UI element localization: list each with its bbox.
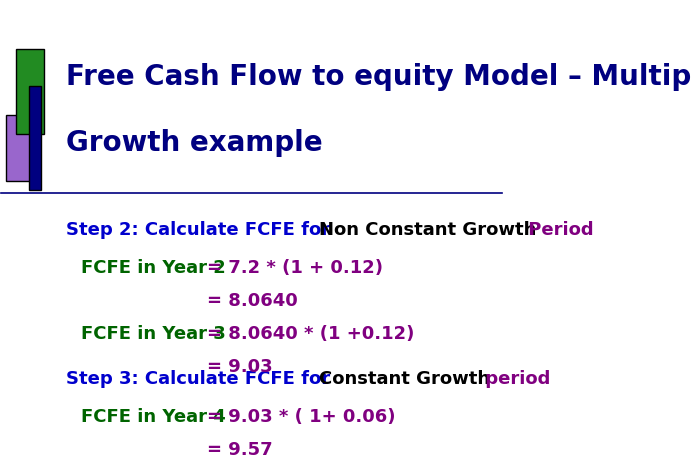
FancyBboxPatch shape	[6, 115, 34, 181]
Text: FCFE in Year 3: FCFE in Year 3	[82, 325, 226, 343]
Text: = 7.2 * (1 + 0.12): = 7.2 * (1 + 0.12)	[207, 259, 383, 277]
Text: FCFE in Year 2: FCFE in Year 2	[82, 259, 226, 277]
Text: Growth example: Growth example	[66, 129, 323, 157]
Text: Step 2: Calculate FCFE for: Step 2: Calculate FCFE for	[66, 221, 337, 239]
Text: Period: Period	[522, 221, 594, 239]
Text: period: period	[479, 370, 550, 388]
Text: FCFE in Year 4: FCFE in Year 4	[82, 408, 226, 426]
Text: Non Constant Growth: Non Constant Growth	[319, 221, 536, 239]
Text: = 8.0640 * (1 +0.12): = 8.0640 * (1 +0.12)	[207, 325, 414, 343]
Text: Free Cash Flow to equity Model – Multiple: Free Cash Flow to equity Model – Multipl…	[66, 63, 691, 91]
FancyBboxPatch shape	[17, 48, 44, 133]
Text: = 9.03 * ( 1+ 0.06): = 9.03 * ( 1+ 0.06)	[207, 408, 395, 426]
FancyBboxPatch shape	[29, 86, 41, 190]
Text: = 9.57: = 9.57	[207, 440, 272, 458]
Text: = 9.03: = 9.03	[207, 358, 272, 376]
Text: Constant Growth: Constant Growth	[319, 370, 490, 388]
Text: = 8.0640: = 8.0640	[207, 292, 297, 310]
Text: Step 3: Calculate FCFE for: Step 3: Calculate FCFE for	[66, 370, 337, 388]
